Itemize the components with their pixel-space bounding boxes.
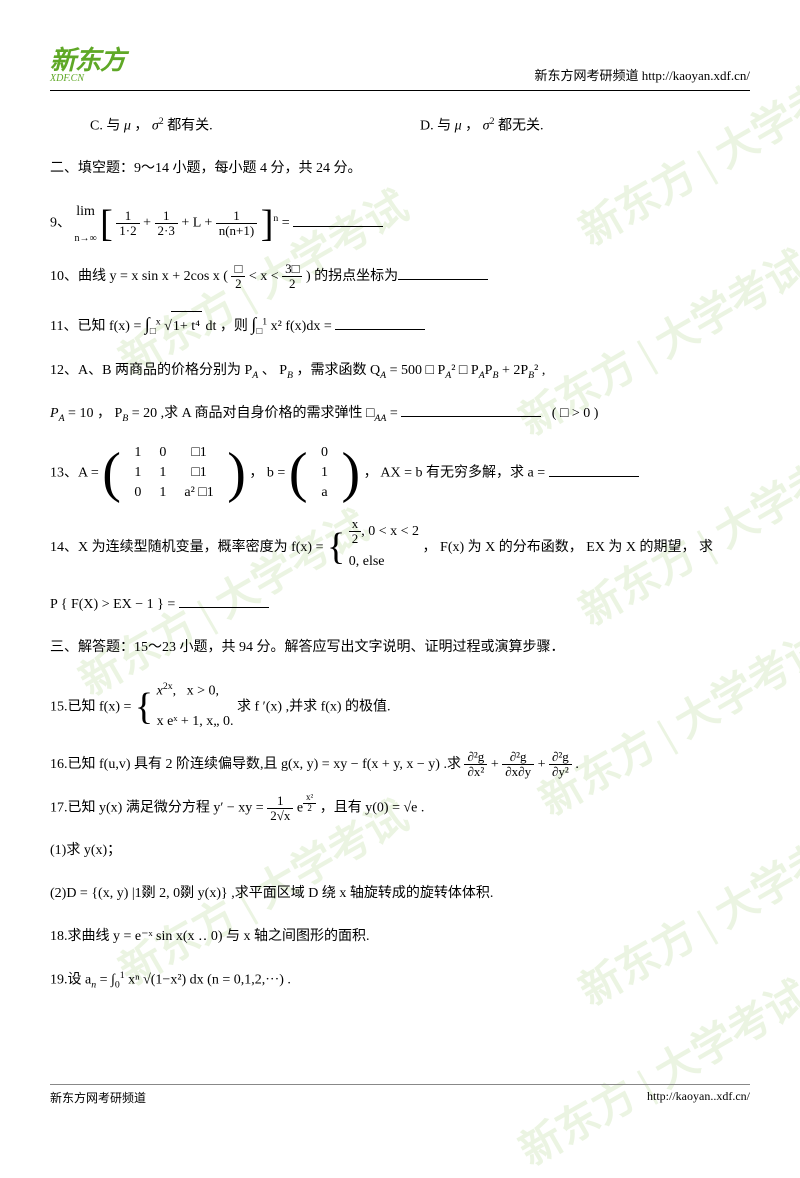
question-15: 15.已知 f(x) = { x2x, x > 0, x eˣ + 1, x„ … [50, 676, 750, 738]
question-18: 18.求曲线 y = e⁻ˣ sin x(x ‥ 0) 与 x 轴之间图形的面积… [50, 922, 750, 953]
q16-pre: 16.已知 f(u,v) 具有 2 阶连续偏导数,且 g(x, y) = xy … [50, 757, 464, 772]
q11-pre: 11、已知 f(x) = [50, 319, 145, 334]
footer-left: 新东方网考研频道 [50, 1089, 146, 1106]
q17-pre: 17.已知 y(x) 满足微分方程 y′ − xy = [50, 801, 267, 816]
question-12-line2: PA = 10 ， PB = 20 ,求 A 商品对自身价格的需求弹性 □AA … [50, 399, 750, 430]
q9-eq: = [282, 216, 293, 231]
q11-blank [335, 315, 425, 330]
question-17: 17.已知 y(x) 满足微分方程 y′ − xy = 12√x ex²2 ，且… [50, 793, 750, 824]
page-header: 新东方 XDF.CN 新东方网考研频道 http://kaoyan.xdf.cn… [50, 40, 750, 91]
header-source: 新东方网考研频道 http://kaoyan.xdf.cn/ [534, 65, 750, 84]
question-14-line2: P { F(X) > EX − 1 } = [50, 590, 750, 621]
question-10: 10、曲线 y = x sin x + 2cos x ( □2 < x < 3□… [50, 262, 750, 293]
question-19: 19.设 an = ∫01 xⁿ √(1−x²) dx (n = 0,1,2,·… [50, 965, 750, 996]
q11-rad: 1+ t⁴ [171, 311, 202, 343]
q9-ellipsis: + L + [181, 216, 215, 231]
question-12-line1: 12、A、B 两商品的价格分别为 PA 、 PB ，需求函数 QA = 500 … [50, 356, 750, 387]
q12-blank [401, 402, 541, 417]
q13-pre: 13、A = [50, 466, 102, 481]
option-c: C. 与 μ ， σ2 都有关. [90, 111, 420, 142]
logo-main: 新东方 [50, 40, 125, 77]
q17-post: ，且有 y(0) = √e . [320, 801, 425, 816]
q13-post: ， AX = b 有无穷多解，求 a = [364, 466, 549, 481]
question-16: 16.已知 f(u,v) 具有 2 阶连续偏导数,且 g(x, y) = xy … [50, 750, 750, 781]
page-footer: 新东方网考研频道 http://kaoyan..xdf.cn/ [50, 1084, 750, 1106]
question-9: 9、 limn→∞ [ 11·2 + 12·3 + L + 1n(n+1) ]n… [50, 197, 750, 250]
question-14: 14、X 为连续型随机变量，概率密度为 f(x) = { x2, 0 < x <… [50, 517, 750, 579]
q14-post: ， F(x) 为 X 的分布函数， EX 为 X 的期望， 求 [423, 540, 714, 555]
q9-blank [293, 212, 383, 227]
q15-post: 求 f ′(x) ,并求 f(x) 的极值. [237, 699, 391, 714]
question-11: 11、已知 f(x) = ∫□x √1+ t⁴ dt ，则 ∫□1 x² f(x… [50, 305, 750, 345]
q10-blank [398, 265, 488, 280]
section-2-heading: 二、填空题：9～14 小题，每小题 4 分，共 24 分。 [50, 154, 750, 185]
q14-blank [179, 593, 269, 608]
q15-pre: 15.已知 f(x) = [50, 699, 135, 714]
q11-body: x² f(x)dx = [271, 319, 336, 334]
q13-blank [549, 462, 639, 477]
question-13: 13、A = ( 10□1 11□1 01a² □1 ) ， b = ( 0 1… [50, 442, 750, 505]
footer-right: http://kaoyan..xdf.cn/ [647, 1089, 750, 1106]
q9-exp: n [273, 213, 278, 224]
question-17b: (2)D = {(x, y) |1剟 2, 0剟 y(x)} ,求平面区域 D … [50, 879, 750, 910]
section-3-heading: 三、解答题：15～23 小题，共 94 分。解答应写出文字说明、证明过程或演算步… [50, 633, 750, 664]
q10-mid: < x < [249, 269, 282, 284]
q10-pre: 10、曲线 y = x sin x + 2cos x ( [50, 269, 228, 284]
question-17a: (1)求 y(x)； [50, 836, 750, 867]
option-row-cd: C. 与 μ ， σ2 都有关. D. 与 μ ， σ2 都无关. [50, 111, 750, 142]
q13-mid: ， b = [249, 466, 288, 481]
q9-number: 9、 [50, 216, 71, 231]
q11-dt: dt ，则 [206, 319, 252, 334]
q14-pre: 14、X 为连续型随机变量，概率密度为 f(x) = [50, 540, 327, 555]
limit: limn→∞ [75, 197, 97, 250]
q10-post: ) 的拐点坐标为 [306, 269, 398, 284]
option-d: D. 与 μ ， σ2 都无关. [420, 111, 750, 142]
logo: 新东方 XDF.CN [50, 40, 125, 84]
